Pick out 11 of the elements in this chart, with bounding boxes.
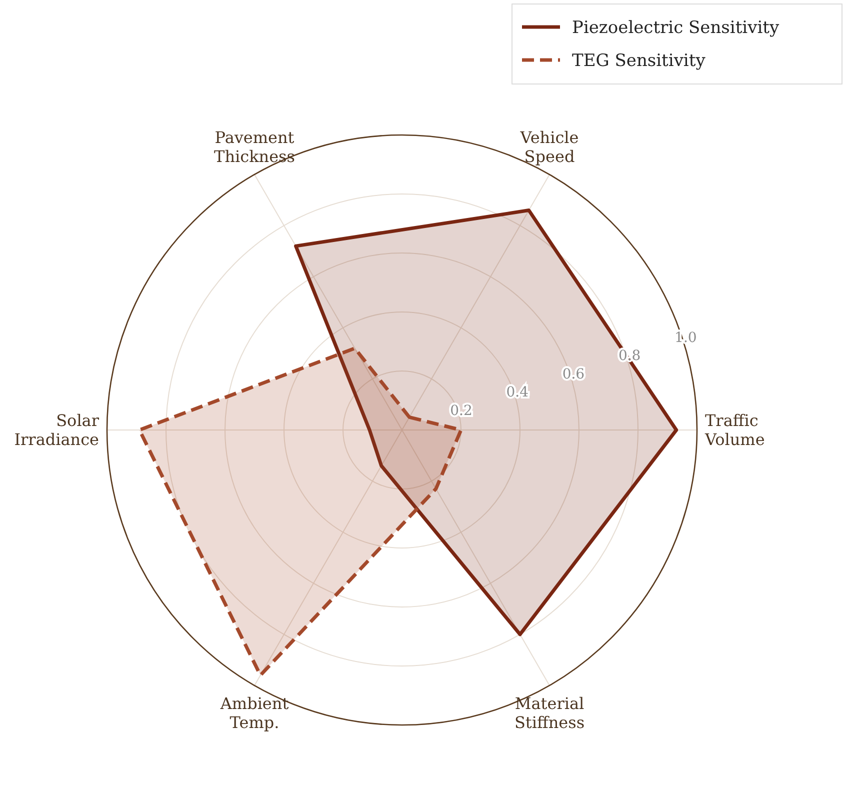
spoke-label: Ambient Temp. [219,694,290,732]
legend-label: Piezoelectric Sensitivity [572,18,780,38]
y-tick-label: 0.4 [506,384,529,401]
spoke-label: Solar Irradiance [14,411,100,449]
spoke-label: Vehicle Speed [519,128,579,166]
legend-label: TEG Sensitivity [572,51,706,71]
spoke-label: Pavement Thickness [214,128,295,166]
spoke-label: Material Stiffness [514,694,585,732]
spoke-label: Traffic Volume [704,411,765,449]
y-tick-label: 0.6 [562,366,585,382]
y-tick-label: 0.2 [450,402,472,419]
